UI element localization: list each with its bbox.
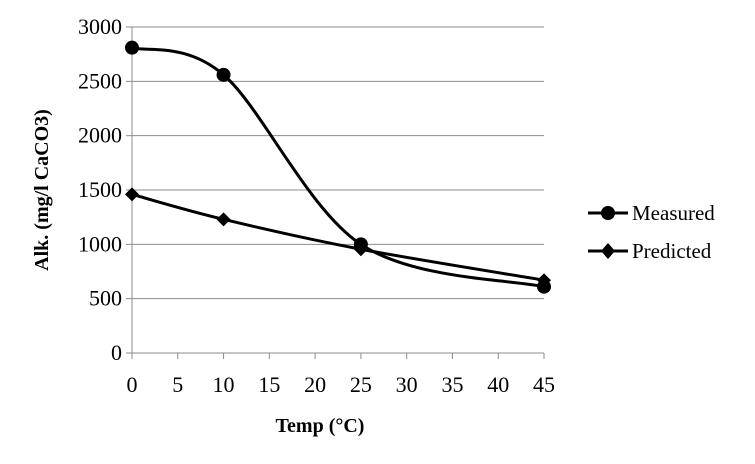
legend-marker-measured: [601, 206, 615, 220]
y-tick-label: 2500: [78, 68, 122, 93]
legend-marker-predicted: [601, 243, 615, 259]
x-tick-label: 30: [396, 372, 418, 397]
data-point-predicted: [125, 187, 139, 202]
x-tick-label: 35: [441, 372, 463, 397]
y-tick-label: 1500: [78, 177, 122, 202]
series-predicted: [125, 187, 551, 288]
y-axis-title: Alk. (mg/l CaCO3): [31, 109, 53, 271]
tick-labels: 0 500 1000 1500 2000 2500 3000 0 5 10 15 20 25 30 35 40…: [78, 14, 555, 397]
legend-item-measured: Measured: [588, 201, 715, 225]
legend-item-predicted: Predicted: [588, 239, 712, 263]
data-point-predicted: [216, 212, 231, 227]
data-point-predicted: [537, 273, 551, 288]
series-line-predicted: [131, 192, 545, 282]
y-tick-label: 500: [89, 286, 122, 311]
data-point-measured: [125, 40, 139, 55]
data-point-measured: [216, 67, 231, 82]
x-tick-label: 45: [533, 372, 555, 397]
legend-label-predicted: Predicted: [632, 239, 712, 263]
data-point-predicted: [353, 242, 368, 257]
axes: [126, 26, 545, 359]
x-tick-label: 40: [487, 372, 509, 397]
gridlines: [132, 26, 544, 300]
y-tick-label: 3000: [78, 14, 122, 39]
series-layer: [125, 40, 551, 294]
y-tick-label: 2000: [78, 123, 122, 148]
x-tick-label: 25: [350, 372, 372, 397]
x-tick-label: 20: [304, 372, 326, 397]
y-tick-label: 1000: [78, 231, 122, 256]
series-line-measured: [131, 46, 545, 289]
y-tick-label: 0: [111, 340, 122, 365]
x-axis-title: Temp (°C): [276, 415, 365, 437]
legend: Measured Predicted: [588, 201, 715, 263]
x-tick-label: 15: [258, 372, 280, 397]
x-tick-label: 10: [213, 372, 235, 397]
x-tick-label: 0: [127, 372, 138, 397]
legend-label-measured: Measured: [632, 201, 715, 225]
x-tick-label: 5: [172, 372, 183, 397]
series-measured: [125, 40, 551, 294]
